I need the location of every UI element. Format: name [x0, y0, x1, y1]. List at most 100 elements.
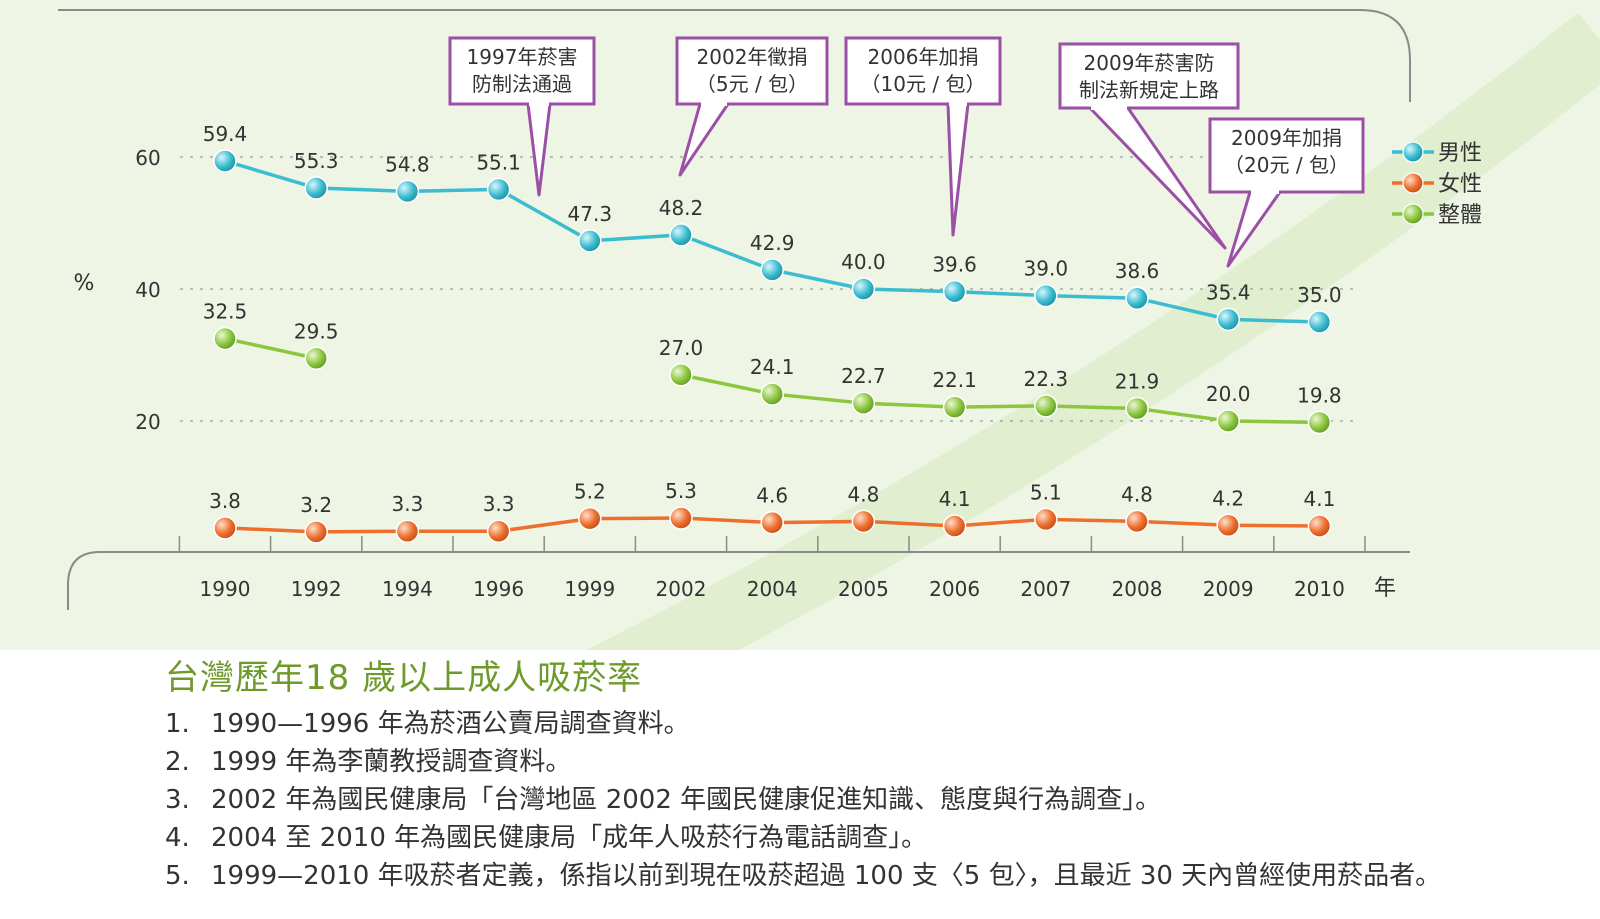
data-point-female — [1216, 513, 1240, 538]
data-label-male: 59.4 — [203, 122, 248, 146]
data-label-male: 38.6 — [1115, 259, 1160, 283]
data-point-overall — [760, 382, 784, 406]
data-label-male: 42.9 — [750, 231, 795, 255]
note-text: 1990—1996 年為菸酒公賣局調查資料。 — [211, 709, 690, 739]
data-point-overall — [1125, 396, 1149, 421]
annotation-callout: 2002年徵捐 （5元 / 包） — [675, 36, 829, 177]
legend-marker — [1402, 203, 1424, 225]
data-point-overall — [942, 395, 967, 419]
data-point-male — [760, 258, 784, 282]
decorative-arc — [586, 12, 1600, 650]
x-tick-label: 2007 — [1020, 577, 1071, 601]
note-number: 1. — [165, 709, 190, 739]
data-point-female — [669, 506, 693, 530]
data-point-male — [1125, 286, 1149, 310]
data-point-female — [851, 509, 876, 534]
note-number: 2. — [165, 747, 190, 777]
callout-box — [1058, 42, 1240, 110]
note-item: 2. 1999 年為李蘭教授調查資料。 — [165, 743, 1585, 781]
data-label-female: 3.3 — [483, 492, 515, 516]
data-label-female: 4.2 — [1212, 486, 1244, 510]
x-tick-label: 2008 — [1112, 577, 1163, 601]
x-tick-label: 1992 — [291, 577, 342, 601]
legend-item-female: 女性 — [1392, 172, 1482, 197]
data-label-female: 4.6 — [756, 484, 788, 508]
x-tick-label: 1990 — [200, 577, 251, 601]
note-item: 5. 1999—2010 年吸菸者定義，係指以前到現在吸菸超過 100 支〈5 包… — [165, 857, 1585, 895]
x-tick-label: 2010 — [1294, 577, 1345, 601]
data-label-overall: 27.0 — [659, 336, 704, 360]
data-point-male — [395, 179, 420, 204]
note-number: 5. — [165, 861, 190, 891]
annotation-text: 2009年加捐 — [1231, 126, 1342, 150]
x-tick-label: 1994 — [382, 577, 433, 601]
x-tick-label: 2002 — [656, 577, 707, 601]
note-text: 1999 年為李蘭教授調查資料。 — [211, 747, 572, 777]
data-label-overall: 22.1 — [932, 368, 977, 392]
data-label-overall: 22.7 — [841, 364, 886, 388]
data-point-overall — [1216, 409, 1240, 433]
data-point-female — [1034, 507, 1058, 532]
annotation-text: 2002年徵捐 — [697, 45, 808, 69]
annotation-text: （20元 / 包） — [1224, 153, 1349, 177]
note-text: 2002 年為國民健康局「台灣地區 2002 年國民健康促進知識、態度與行為調查… — [211, 785, 1162, 815]
annotation-text: 2006年加捐 — [868, 45, 979, 69]
legend-item-male: 男性 — [1392, 141, 1482, 166]
gridlines — [180, 156, 1360, 422]
series-female: 3.8 3.2 3.3 3.3 5.2 5.3 4.6 4.8 4.1 5.1 4.8 4.2 4.1 — [209, 479, 1335, 544]
data-label-overall: 19.8 — [1297, 383, 1342, 407]
data-point-female — [304, 520, 328, 544]
note-item: 4. 2004 至 2010 年為國民健康局「成年人吸菸行為電話調查」。 — [165, 819, 1585, 857]
data-point-overall — [851, 391, 876, 415]
x-tick-labels: 1990 1992 1994 1996 1999 2002 2004 2005 2006 2007… — [178, 536, 1366, 601]
data-label-female: 4.8 — [847, 482, 879, 506]
x-tick-label: 1996 — [473, 577, 524, 601]
data-point-female — [213, 516, 237, 540]
frame-top-line — [58, 9, 1411, 102]
legend-marker — [1402, 141, 1424, 163]
callout-box — [844, 36, 1002, 106]
data-point-male — [1034, 283, 1058, 308]
y-tick-label: 40 — [135, 278, 160, 302]
data-point-overall — [1034, 394, 1058, 418]
legend-item-overall: 整體 — [1392, 203, 1482, 228]
annotation-callout: 2006年加捐 （10元 / 包） — [844, 36, 1002, 237]
data-label-overall: 32.5 — [203, 300, 248, 324]
data-label-female: 4.8 — [1121, 482, 1153, 506]
series-male: 59.4 55.3 54.8 55.1 47.3 48.2 42.9 40.0 39.6 39.0… — [203, 122, 1342, 334]
data-label-female: 3.2 — [300, 493, 332, 517]
data-point-female — [760, 510, 784, 535]
data-point-female — [486, 519, 511, 543]
series-group: 59.4 55.3 54.8 55.1 47.3 48.2 42.9 40.0 39.6 39.0… — [203, 122, 1342, 544]
caption: 台灣歷年18 歲以上成人吸菸率 1. 1990—1996 年為菸酒公賣局調查資料。… — [165, 650, 1585, 895]
note-number: 3. — [165, 785, 190, 815]
x-axis-line — [67, 551, 1410, 610]
data-label-female: 3.8 — [209, 489, 241, 513]
data-label-overall: 24.1 — [750, 355, 795, 379]
data-label-male: 35.0 — [1297, 283, 1342, 307]
data-point-female — [942, 514, 967, 538]
data-point-female — [578, 506, 602, 531]
series-overall: 32.5 29.5 27.0 24.1 22.7 22.1 22.3 21.9 20.0 19.8 — [203, 300, 1342, 435]
y-tick-label: 60 — [135, 146, 160, 170]
data-label-female: 5.1 — [1030, 480, 1062, 504]
data-point-male — [851, 277, 876, 301]
data-point-overall — [669, 363, 693, 387]
annotation-text: 1997年菸害 — [467, 45, 578, 69]
data-point-male — [1216, 307, 1240, 332]
annotation-text: 防制法通過 — [472, 72, 572, 96]
note-item: 3. 2002 年為國民健康局「台灣地區 2002 年國民健康促進知識、態度與行為… — [165, 781, 1585, 819]
legend-label: 男性 — [1438, 141, 1482, 166]
data-label-male: 54.8 — [385, 152, 430, 176]
y-axis-label: % — [74, 271, 95, 296]
data-label-male: 55.3 — [294, 149, 339, 173]
data-label-male: 55.1 — [476, 150, 521, 174]
series-line-overall — [680, 373, 1320, 425]
callout-box — [1208, 117, 1365, 194]
annotation-text: （10元 / 包） — [861, 72, 986, 96]
note-text: 2004 至 2010 年為國民健康局「成年人吸菸行為電話調查」。 — [211, 823, 928, 853]
